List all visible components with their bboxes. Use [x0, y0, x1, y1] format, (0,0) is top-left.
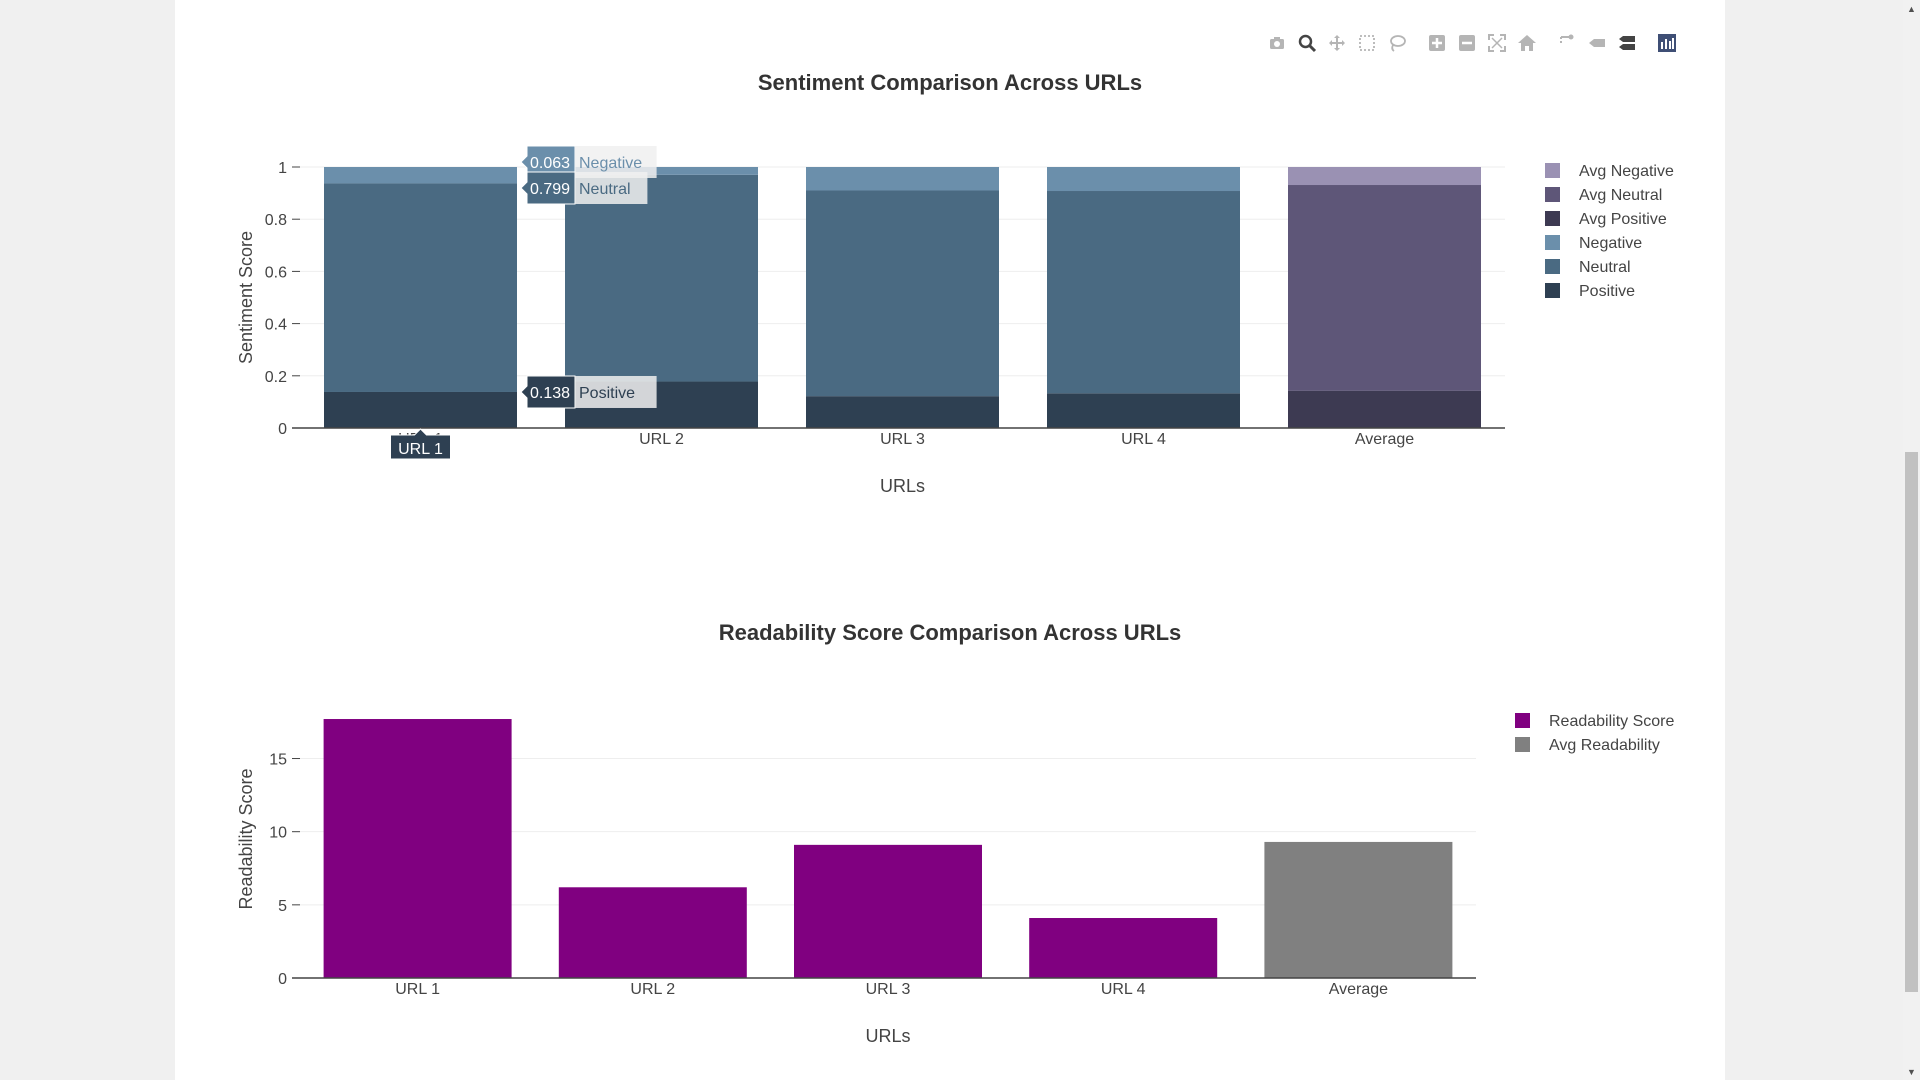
hover-x-value: URL 1: [398, 441, 443, 458]
legend-label: Avg Positive: [1579, 211, 1667, 228]
y-tick-label: 10: [269, 825, 287, 842]
bar-readability-score: [558, 887, 747, 978]
hover-name-bg: [575, 172, 648, 204]
y-tick-label: 0.8: [265, 212, 287, 229]
legend-swatch: [1515, 713, 1530, 728]
box-select-icon[interactable]: [1356, 32, 1378, 54]
y-tick-label: 0: [278, 421, 287, 438]
page-scrollbar[interactable]: ▲ ▼: [1903, 0, 1920, 1080]
hover-value: 0.063: [530, 155, 570, 172]
lasso-icon[interactable]: [1386, 32, 1408, 54]
legend-swatch: [1545, 211, 1560, 226]
bar-positive: [1047, 393, 1240, 428]
x-tick-label: URL 2: [630, 981, 675, 998]
zoom-in-icon[interactable]: [1426, 32, 1448, 54]
legend-label: Neutral: [1579, 259, 1631, 276]
y-tick-label: 5: [278, 898, 287, 915]
zoom-out-icon[interactable]: [1456, 32, 1478, 54]
y-axis-title: Readability Score: [236, 768, 256, 909]
legend-label: Avg Readability: [1549, 737, 1660, 754]
scroll-thumb[interactable]: [1905, 452, 1918, 992]
chart-2: Readability Score Comparison Across URLs…: [236, 620, 1675, 1046]
x-tick-label: Average: [1355, 431, 1414, 448]
hover-x-pointer: [390, 428, 451, 460]
chart-title: Readability Score Comparison Across URLs: [719, 620, 1182, 645]
bar-negative: [565, 167, 758, 175]
bar-avg-neutral: [1288, 185, 1481, 391]
bar-avg-negative: [1288, 167, 1481, 186]
hover-x-label: URL 1: [390, 428, 451, 460]
scroll-up-arrow-icon[interactable]: ▲: [1907, 3, 1916, 14]
hover-value: 0.138: [530, 385, 570, 402]
legend-swatch: [1545, 259, 1560, 274]
legend-label: Avg Negative: [1579, 163, 1674, 180]
y-tick-label: 0: [278, 971, 287, 988]
legend-swatch: [1545, 187, 1560, 202]
x-tick-label: URL 3: [880, 431, 925, 448]
bar-positive: [806, 396, 999, 428]
x-tick-label: URL 3: [866, 981, 911, 998]
legend-label: Readability Score: [1549, 713, 1675, 730]
hover-label-positive: 0.138 Positive: [520, 375, 657, 409]
x-tick-label: URL 2: [639, 431, 684, 448]
bar-avg-positive: [1288, 390, 1481, 428]
bar-neutral: [1047, 191, 1240, 394]
hover-name-bg: [575, 375, 657, 408]
bar-negative: [324, 167, 517, 184]
hover-value: 0.799: [530, 181, 570, 198]
bar-neutral: [565, 174, 758, 382]
legend-swatch: [1545, 163, 1560, 178]
legend-swatch: [1545, 235, 1560, 250]
chart-title: Sentiment Comparison Across URLs: [758, 70, 1142, 95]
bar-neutral: [806, 190, 999, 397]
legend-label: Avg Neutral: [1579, 187, 1662, 204]
hover-series-name: Negative: [579, 155, 642, 172]
plot-modebar: [1266, 28, 1686, 58]
bar-negative: [1047, 167, 1240, 192]
bar-avg-readability: [1264, 841, 1453, 978]
x-axis-title: URLs: [865, 1026, 910, 1046]
bar-readability-score: [323, 719, 512, 978]
y-tick-label: 0.4: [265, 317, 287, 334]
scroll-down-arrow-icon[interactable]: ▼: [1907, 1066, 1916, 1077]
y-tick-label: 0.6: [265, 264, 287, 281]
y-tick-label: 0.2: [265, 369, 287, 386]
bar-readability-score: [794, 844, 982, 978]
x-tick-label: URL 4: [1101, 981, 1146, 998]
x-tick-label: URL 1: [395, 981, 440, 998]
hover-closest-icon[interactable]: [1586, 32, 1608, 54]
legend-label: Negative: [1579, 235, 1642, 252]
zoom-icon[interactable]: [1296, 32, 1318, 54]
x-axis-title: URLs: [880, 476, 925, 496]
hover-layer: 0.063 Negative 0.799 Neutral 0.138 Positive UR…: [390, 145, 657, 460]
bar-readability-score: [1029, 918, 1218, 978]
legend-swatch: [1515, 737, 1530, 752]
bar-neutral: [324, 183, 517, 392]
legend-swatch: [1545, 283, 1560, 298]
camera-icon[interactable]: [1266, 32, 1288, 54]
chart-1: Sentiment Comparison Across URLs 0 0.2 0.4 0…: [236, 70, 1674, 496]
y-axis-title: Sentiment Score: [236, 231, 256, 364]
y-tick-label: 15: [269, 752, 287, 769]
hover-label-neutral: 0.799 Neutral: [520, 171, 648, 205]
bar-negative: [806, 167, 999, 191]
hover-compare-icon[interactable]: [1616, 32, 1638, 54]
reset-axes-icon[interactable]: [1516, 32, 1538, 54]
x-tick-label: URL 4: [1121, 431, 1166, 448]
hover-series-name: Positive: [579, 385, 635, 402]
hover-series-name: Neutral: [579, 181, 631, 198]
y-tick-label: 1: [278, 160, 287, 177]
x-tick-label: Average: [1329, 981, 1388, 998]
pan-icon[interactable]: [1326, 32, 1348, 54]
bar-positive: [324, 391, 517, 428]
spike-lines-icon[interactable]: [1556, 32, 1578, 54]
autoscale-icon[interactable]: [1486, 32, 1508, 54]
plotly-logo-icon[interactable]: [1656, 32, 1678, 54]
legend-label: Positive: [1579, 283, 1635, 300]
